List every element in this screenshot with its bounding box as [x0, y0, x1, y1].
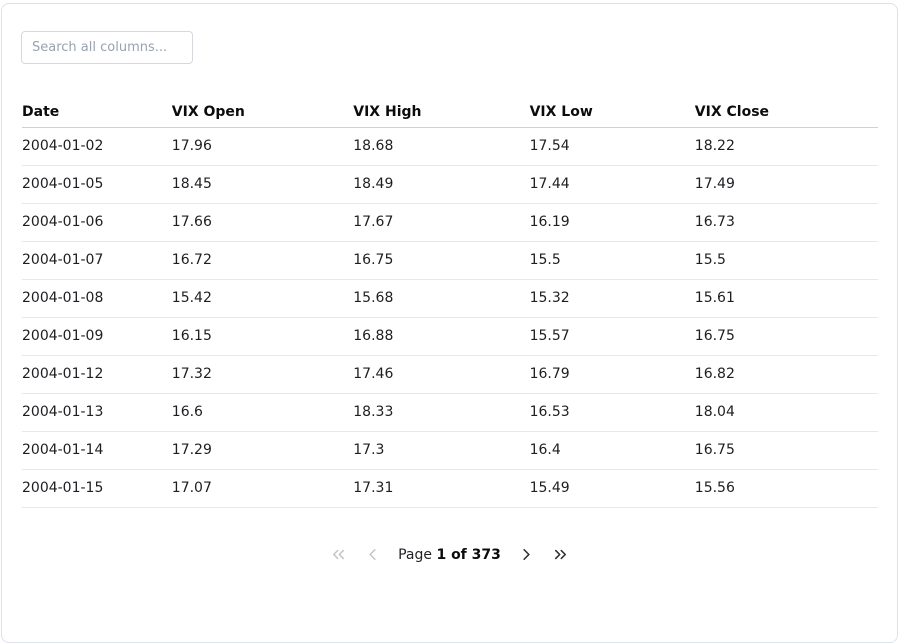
cell-vix-high: 17.3 [353, 431, 530, 470]
cell-date: 2004-01-02 [22, 127, 172, 166]
cell-vix-close: 17.49 [694, 165, 878, 204]
cell-vix-close: 16.73 [694, 203, 878, 242]
cell-vix-close: 16.82 [694, 355, 878, 394]
cell-vix-low: 17.44 [529, 165, 695, 204]
cell-vix-open: 16.15 [171, 317, 354, 356]
chevron-left-icon [363, 545, 382, 564]
column-header-vix-open: VIX Open [171, 96, 354, 128]
page-label: Page [398, 546, 437, 563]
table-row: 2004-01-07 16.72 16.75 15.5 15.5 [22, 241, 878, 280]
search-input[interactable] [21, 31, 193, 64]
column-header-date: Date [22, 96, 172, 128]
table-row: 2004-01-05 18.45 18.49 17.44 17.49 [22, 165, 878, 204]
cell-vix-high: 17.67 [353, 203, 530, 242]
cell-vix-open: 18.45 [171, 165, 354, 204]
cell-vix-open: 17.32 [171, 355, 354, 394]
pagination: Page 1 of 373 [2, 543, 897, 566]
cell-vix-low: 15.5 [529, 241, 695, 280]
cell-vix-close: 15.61 [694, 279, 878, 318]
table-row: 2004-01-06 17.66 17.67 16.19 16.73 [22, 203, 878, 242]
cell-date: 2004-01-09 [22, 317, 172, 356]
cell-date: 2004-01-06 [22, 203, 172, 242]
cell-vix-low: 16.79 [529, 355, 695, 394]
cell-date: 2004-01-05 [22, 165, 172, 204]
table-row: 2004-01-13 16.6 18.33 16.53 18.04 [22, 393, 878, 432]
page-indicator: Page 1 of 373 [398, 547, 501, 563]
cell-vix-close: 16.75 [694, 431, 878, 470]
table-row: 2004-01-14 17.29 17.3 16.4 16.75 [22, 431, 878, 470]
cell-vix-low: 16.53 [529, 393, 695, 432]
data-table-card: Date VIX Open VIX High VIX Low VIX Close… [1, 3, 898, 643]
cell-vix-high: 16.88 [353, 317, 530, 356]
column-header-vix-high: VIX High [353, 96, 530, 128]
table-row: 2004-01-09 16.15 16.88 15.57 16.75 [22, 317, 878, 356]
column-header-vix-low: VIX Low [529, 96, 695, 128]
chevrons-left-icon [329, 545, 348, 564]
cell-vix-high: 18.68 [353, 127, 530, 166]
cell-date: 2004-01-07 [22, 241, 172, 280]
cell-vix-high: 15.68 [353, 279, 530, 318]
table-header-row: Date VIX Open VIX High VIX Low VIX Close [22, 96, 878, 128]
cell-vix-low: 15.32 [529, 279, 695, 318]
cell-vix-high: 16.75 [353, 241, 530, 280]
cell-vix-high: 17.46 [353, 355, 530, 394]
cell-date: 2004-01-08 [22, 279, 172, 318]
cell-vix-high: 17.31 [353, 469, 530, 508]
previous-page-button[interactable] [361, 543, 384, 566]
table-row: 2004-01-15 17.07 17.31 15.49 15.56 [22, 469, 878, 508]
table-row: 2004-01-12 17.32 17.46 16.79 16.82 [22, 355, 878, 394]
cell-vix-open: 17.29 [171, 431, 354, 470]
cell-vix-close: 18.04 [694, 393, 878, 432]
cell-vix-close: 18.22 [694, 127, 878, 166]
cell-vix-low: 16.4 [529, 431, 695, 470]
cell-vix-close: 15.5 [694, 241, 878, 280]
cell-vix-close: 16.75 [694, 317, 878, 356]
cell-vix-open: 16.6 [171, 393, 354, 432]
table-row: 2004-01-02 17.96 18.68 17.54 18.22 [22, 127, 878, 166]
next-page-button[interactable] [515, 543, 538, 566]
table-row: 2004-01-08 15.42 15.68 15.32 15.61 [22, 279, 878, 318]
page-value: 1 of 373 [436, 546, 501, 563]
cell-vix-open: 16.72 [171, 241, 354, 280]
cell-vix-high: 18.49 [353, 165, 530, 204]
cell-vix-open: 17.96 [171, 127, 354, 166]
cell-vix-open: 17.66 [171, 203, 354, 242]
cell-vix-low: 17.54 [529, 127, 695, 166]
cell-date: 2004-01-15 [22, 469, 172, 508]
cell-date: 2004-01-12 [22, 355, 172, 394]
first-page-button[interactable] [327, 543, 350, 566]
chevrons-right-icon [551, 545, 570, 564]
cell-vix-close: 15.56 [694, 469, 878, 508]
cell-date: 2004-01-14 [22, 431, 172, 470]
cell-vix-open: 17.07 [171, 469, 354, 508]
cell-vix-low: 15.57 [529, 317, 695, 356]
table-container: Date VIX Open VIX High VIX Low VIX Close… [2, 96, 897, 508]
last-page-button[interactable] [549, 543, 572, 566]
vix-data-table: Date VIX Open VIX High VIX Low VIX Close… [22, 96, 878, 508]
cell-date: 2004-01-13 [22, 393, 172, 432]
cell-vix-low: 15.49 [529, 469, 695, 508]
chevron-right-icon [517, 545, 536, 564]
cell-vix-low: 16.19 [529, 203, 695, 242]
cell-vix-open: 15.42 [171, 279, 354, 318]
column-header-vix-close: VIX Close [694, 96, 878, 128]
cell-vix-high: 18.33 [353, 393, 530, 432]
